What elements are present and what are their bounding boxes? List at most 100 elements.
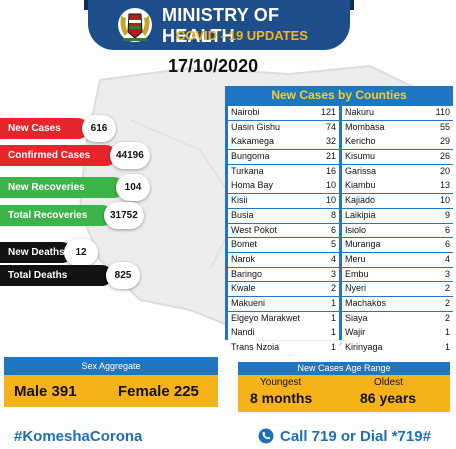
stat-new-deaths: New Deaths 12	[0, 239, 98, 266]
county-row: Baringo 3	[228, 267, 339, 282]
county-name: Laikipia	[345, 209, 376, 220]
oldest-value: 86 years	[360, 390, 417, 406]
county-value: 1	[330, 327, 336, 338]
sex-aggregate-box: Sex Aggregate Male 391 Female 225	[4, 357, 218, 407]
call-info: Call 719 or Dial *719#	[280, 428, 431, 445]
county-row: Nairobi 121	[228, 106, 339, 120]
county-row: Mombasa 55	[342, 120, 453, 135]
county-name: West Pokot	[231, 224, 277, 235]
county-row: Kisii 10	[228, 194, 339, 209]
sex-aggregate-title: Sex Aggregate	[4, 357, 218, 375]
county-value: 26	[439, 151, 450, 162]
county-name: Uasin Gishu	[231, 121, 281, 132]
county-name: Makueni	[231, 297, 266, 308]
county-name: Bomet	[231, 239, 258, 250]
stat-value: 44196	[110, 142, 150, 169]
stat-new-recoveries: New Recoveries 104	[0, 174, 150, 201]
county-row: Nakuru 110	[342, 106, 453, 120]
youngest-label: Youngest	[260, 377, 302, 388]
county-row: Trans Nzoia 1	[228, 341, 339, 355]
county-row: Busia 8	[228, 208, 339, 223]
county-row: Elgeyo Marakwet 1	[228, 311, 339, 326]
county-row: Machakos 2	[342, 296, 453, 311]
county-row: Kajiado 10	[342, 194, 453, 209]
male-count: Male 391	[14, 383, 77, 400]
county-value: 5	[330, 239, 336, 250]
county-name: Nakuru	[345, 107, 375, 117]
county-value: 1	[330, 312, 336, 323]
stat-label: Total Deaths	[0, 265, 112, 286]
county-name: Elgeyo Marakwet	[231, 312, 301, 323]
county-value: 1	[330, 297, 336, 308]
stat-total-deaths: Total Deaths 825	[0, 262, 140, 289]
county-name: Embu	[345, 268, 369, 279]
county-row: Embu 3	[342, 267, 453, 282]
county-value: 2	[330, 283, 336, 294]
county-row: Kakamega 32	[228, 135, 339, 150]
report-date: 17/10/2020	[168, 56, 259, 76]
county-row: Kwale 2	[228, 282, 339, 297]
county-value: 2	[444, 283, 450, 294]
county-value: 121	[320, 107, 336, 117]
county-value: 29	[439, 136, 450, 147]
county-value: 6	[444, 239, 450, 250]
stat-new-cases: New Cases 616	[0, 115, 116, 142]
stat-value: 12	[64, 239, 98, 266]
county-row: Siaya 2	[342, 311, 453, 326]
county-name: Turkana	[231, 165, 264, 176]
header-fold-right	[346, 0, 354, 10]
county-name: Garissa	[345, 165, 377, 176]
county-name: Kirinyaga	[345, 342, 383, 352]
oldest-label: Oldest	[374, 377, 403, 388]
phone-icon	[258, 428, 274, 444]
county-name: Kakamega	[231, 136, 275, 147]
county-row: Muranga 6	[342, 238, 453, 253]
county-row: Turkana 16	[228, 164, 339, 179]
county-row: Makueni 1	[228, 296, 339, 311]
county-row: Nyeri 2	[342, 282, 453, 297]
stat-value: 31752	[104, 202, 144, 229]
county-name: Nairobi	[231, 107, 260, 117]
county-row: Bungoma 21	[228, 150, 339, 164]
county-value: 55	[439, 121, 450, 132]
stat-confirmed-cases: Confirmed Cases 44196	[0, 142, 150, 169]
county-row: Kirinyaga 1	[342, 341, 453, 355]
county-name: Busia	[231, 209, 254, 220]
county-value: 2	[444, 312, 450, 323]
coat-of-arms-icon	[118, 8, 152, 42]
stat-label: New Recoveries	[0, 177, 124, 198]
stat-label: Confirmed Cases	[0, 145, 116, 166]
county-row: Meru 4	[342, 252, 453, 267]
county-name: Kisumu	[345, 151, 376, 162]
county-name: Baringo	[231, 268, 263, 279]
counties-table: Nairobi 121 Uasin Gishu 74 Kakamega 32 Bung…	[225, 104, 453, 355]
county-name: Mombasa	[345, 121, 385, 132]
county-name: Nandi	[231, 327, 255, 338]
age-range-title: New Cases Age Range	[238, 362, 450, 375]
county-row: Homa Bay 10	[228, 179, 339, 194]
county-value: 3	[330, 268, 336, 279]
county-value: 8	[330, 209, 336, 220]
county-row: Kisumu 26	[342, 150, 453, 164]
county-value: 74	[325, 121, 336, 132]
county-value: 3	[444, 268, 450, 279]
county-value: 110	[435, 107, 450, 117]
age-range-box: New Cases Age Range Youngest 8 months Ol…	[238, 362, 450, 412]
county-row: Bomet 5	[228, 238, 339, 253]
county-name: Machakos	[345, 297, 387, 308]
county-name: Meru	[345, 253, 366, 264]
county-row: Wajir 1	[342, 326, 453, 341]
county-name: Muranga	[345, 239, 381, 250]
county-value: 13	[439, 180, 450, 191]
youngest-value: 8 months	[250, 390, 313, 406]
county-value: 10	[439, 195, 450, 206]
county-name: Bungoma	[231, 151, 270, 162]
county-row: Narok 4	[228, 252, 339, 267]
county-row: Kericho 29	[342, 135, 453, 150]
county-value: 9	[444, 209, 450, 220]
county-value: 10	[325, 180, 336, 191]
county-row: Garissa 20	[342, 164, 453, 179]
county-row: Kiambu 13	[342, 179, 453, 194]
county-row: Isiolo 6	[342, 223, 453, 238]
stat-label: New Deaths	[0, 242, 72, 263]
